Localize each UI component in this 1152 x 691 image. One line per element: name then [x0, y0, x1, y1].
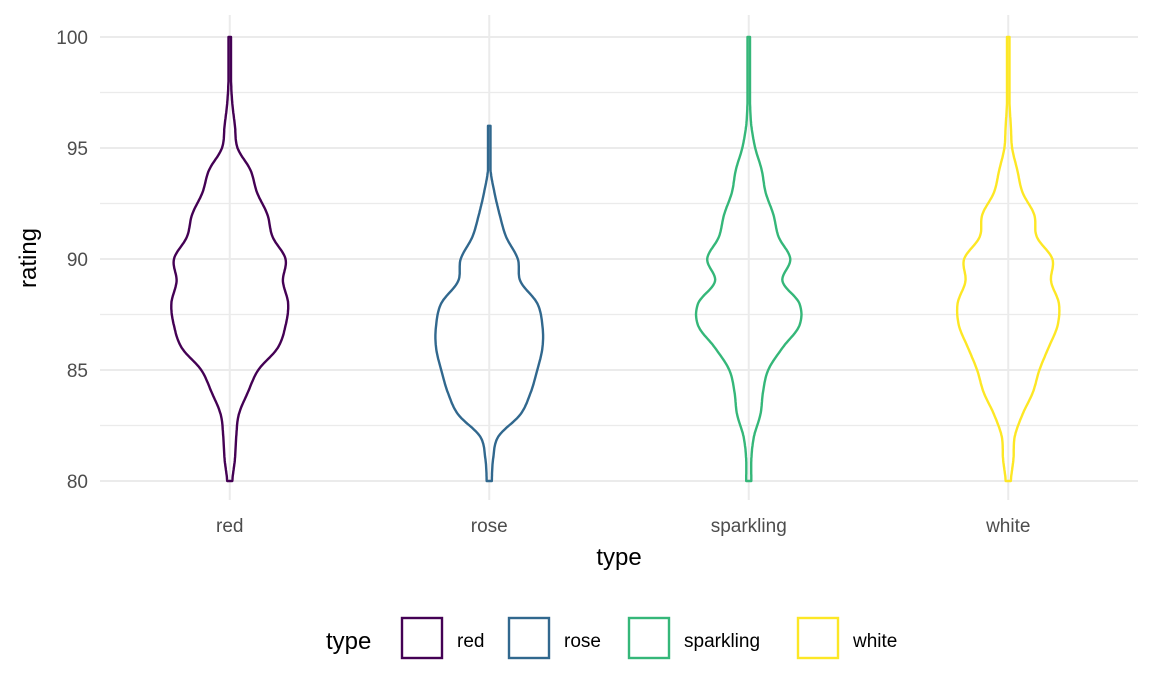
legend-label-sparkling: sparkling [684, 631, 760, 652]
violin-red [170, 35, 290, 483]
legend-label-red: red [457, 631, 484, 652]
x-tick-label: red [216, 516, 243, 537]
legend: type red rose sparkling white [326, 616, 897, 660]
grid-lines [100, 15, 1138, 500]
y-tick-label: 100 [56, 28, 88, 49]
violins [170, 35, 1061, 483]
x-tick-label: rose [471, 516, 508, 537]
y-tick-label: 90 [67, 250, 88, 271]
legend-key-red [400, 616, 444, 660]
legend-key-sparkling [627, 616, 671, 660]
x-axis-ticks: red rose sparkling white [216, 516, 1030, 537]
y-tick-label: 80 [67, 472, 88, 493]
legend-key-white [796, 616, 840, 660]
legend-label-rose: rose [564, 631, 601, 652]
x-axis-title: type [596, 544, 641, 571]
violin-sparkling [694, 35, 803, 483]
x-tick-label: white [985, 516, 1030, 537]
y-tick-label: 95 [67, 139, 88, 160]
legend-title: type [326, 628, 371, 655]
violin-white [955, 35, 1061, 483]
legend-items: red rose sparkling white [400, 616, 897, 660]
x-tick-label: sparkling [711, 516, 787, 537]
legend-label-white: white [852, 631, 897, 652]
violin-rose [434, 124, 545, 483]
y-axis-title: rating [15, 228, 42, 288]
y-axis-ticks: 80 85 90 95 100 [56, 28, 88, 493]
legend-key-rose [507, 616, 551, 660]
y-tick-label: 85 [67, 361, 88, 382]
